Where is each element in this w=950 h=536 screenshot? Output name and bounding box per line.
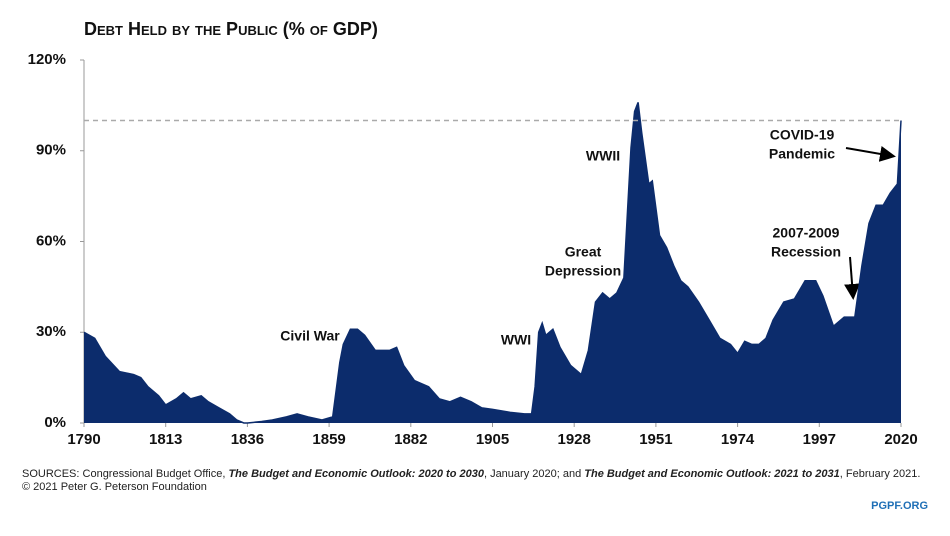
x-tick-label: 1928 <box>558 431 591 448</box>
annotation: WWI <box>501 332 531 348</box>
annotation: Depression <box>545 263 621 279</box>
annotation: COVID-19 <box>770 127 835 143</box>
x-tick-label: 1997 <box>803 431 836 448</box>
source: , February 2021. <box>839 468 921 480</box>
x-tick-label: 1974 <box>721 431 755 448</box>
source: SOURCES: Congressional Budget Office, <box>22 468 229 480</box>
y-tick-label: 90% <box>36 142 66 159</box>
x-tick-label: 1790 <box>67 431 100 448</box>
x-tick-label: 1813 <box>149 431 182 448</box>
arrow <box>844 256 861 300</box>
x-tick-label: 1836 <box>231 431 264 448</box>
copyright: © 2021 Peter G. Peterson Foundation <box>22 481 207 493</box>
annotation: WWII <box>586 148 620 164</box>
x-tick-label: 1905 <box>476 431 509 448</box>
area-fill <box>84 102 901 424</box>
annotation: Pandemic <box>769 146 835 162</box>
y-tick-label: 60% <box>36 232 66 249</box>
annotation: Great <box>565 244 602 260</box>
source: , January 2020; and <box>483 468 585 480</box>
arrow <box>845 146 896 162</box>
y-tick-label: 30% <box>36 323 66 340</box>
x-tick-label: 2020 <box>884 431 917 448</box>
source: The Budget and Economic Outlook: 2020 to… <box>228 468 484 480</box>
area-line <box>83 102 902 424</box>
x-tick-label: 1882 <box>394 431 427 448</box>
chart-title: Debt Held by the Public (% of GDP) <box>84 19 378 39</box>
annotation: Recession <box>771 244 841 260</box>
annotation: 2007-2009 <box>773 225 840 241</box>
source: The Budget and Economic Outlook: 2021 to… <box>584 468 840 480</box>
x-tick-label: 1951 <box>639 431 672 448</box>
y-tick-label: 120% <box>28 51 66 68</box>
source-note: SOURCES: Congressional Budget Office, Th… <box>22 468 922 494</box>
chart: Debt Held by the Public (% of GDP) 0% 30%… <box>28 19 918 448</box>
site: PGPF.ORG <box>871 500 928 512</box>
y-tick-label: 0% <box>44 414 66 431</box>
annotation: Civil War <box>280 328 340 344</box>
x-tick-label: 1859 <box>312 431 345 448</box>
